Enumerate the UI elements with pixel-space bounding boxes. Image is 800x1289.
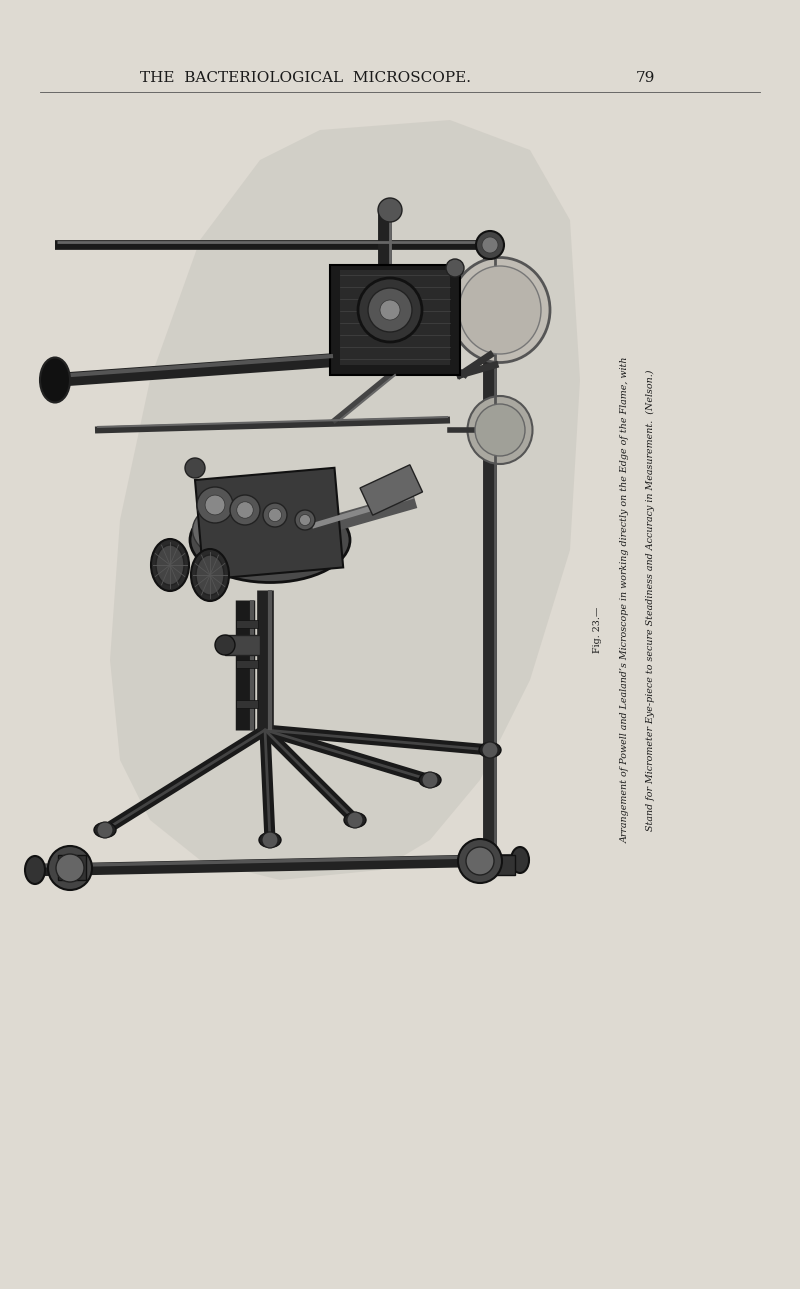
Circle shape [263, 503, 287, 527]
Circle shape [482, 742, 498, 758]
Text: Fig. 23.—: Fig. 23.— [593, 607, 602, 654]
Ellipse shape [25, 856, 45, 884]
Circle shape [422, 772, 438, 788]
Circle shape [368, 287, 412, 333]
Ellipse shape [467, 396, 533, 464]
Bar [360, 465, 422, 516]
Circle shape [197, 487, 233, 523]
Circle shape [295, 510, 315, 530]
Circle shape [237, 501, 254, 518]
Circle shape [358, 278, 422, 342]
Bar [195, 468, 343, 580]
Circle shape [347, 812, 363, 828]
Bar [340, 269, 450, 365]
Text: 79: 79 [636, 71, 655, 85]
Circle shape [476, 231, 504, 259]
Ellipse shape [193, 492, 338, 567]
Ellipse shape [190, 498, 350, 583]
Ellipse shape [344, 812, 366, 828]
Circle shape [185, 458, 205, 478]
Bar [470, 855, 515, 875]
Text: Stand for Micrometer Eye-piece to secure Steadiness and Accuracy in Measurement.: Stand for Micrometer Eye-piece to secure… [646, 369, 654, 830]
Circle shape [268, 508, 282, 522]
Polygon shape [110, 120, 580, 880]
Ellipse shape [419, 772, 441, 788]
Ellipse shape [450, 258, 550, 362]
Bar [236, 700, 258, 708]
Ellipse shape [259, 833, 281, 847]
Ellipse shape [479, 742, 501, 758]
Bar [330, 266, 460, 375]
Bar [236, 660, 258, 668]
Bar [225, 635, 260, 655]
Circle shape [378, 199, 402, 222]
Circle shape [446, 259, 464, 277]
Bar [58, 855, 86, 880]
Circle shape [262, 831, 278, 848]
Text: Arrangement of Powell and Lealand’s Microscope in working directly on the Edge o: Arrangement of Powell and Lealand’s Micr… [621, 357, 630, 843]
Ellipse shape [191, 549, 229, 601]
Circle shape [380, 300, 400, 320]
Circle shape [48, 846, 92, 889]
Circle shape [299, 514, 310, 526]
Circle shape [482, 237, 498, 253]
Ellipse shape [156, 545, 184, 585]
Circle shape [56, 855, 84, 882]
Ellipse shape [475, 403, 525, 456]
Circle shape [458, 839, 502, 883]
Ellipse shape [511, 847, 529, 873]
Ellipse shape [94, 822, 116, 838]
Bar [372, 269, 398, 287]
Ellipse shape [40, 357, 70, 402]
Circle shape [466, 847, 494, 875]
Circle shape [205, 495, 225, 514]
Bar [236, 620, 258, 628]
Circle shape [230, 495, 260, 525]
Circle shape [215, 635, 235, 655]
Ellipse shape [196, 556, 224, 596]
Ellipse shape [151, 539, 189, 590]
Ellipse shape [459, 266, 541, 354]
Text: THE  BACTERIOLOGICAL  MICROSCOPE.: THE BACTERIOLOGICAL MICROSCOPE. [140, 71, 471, 85]
Circle shape [97, 822, 113, 838]
